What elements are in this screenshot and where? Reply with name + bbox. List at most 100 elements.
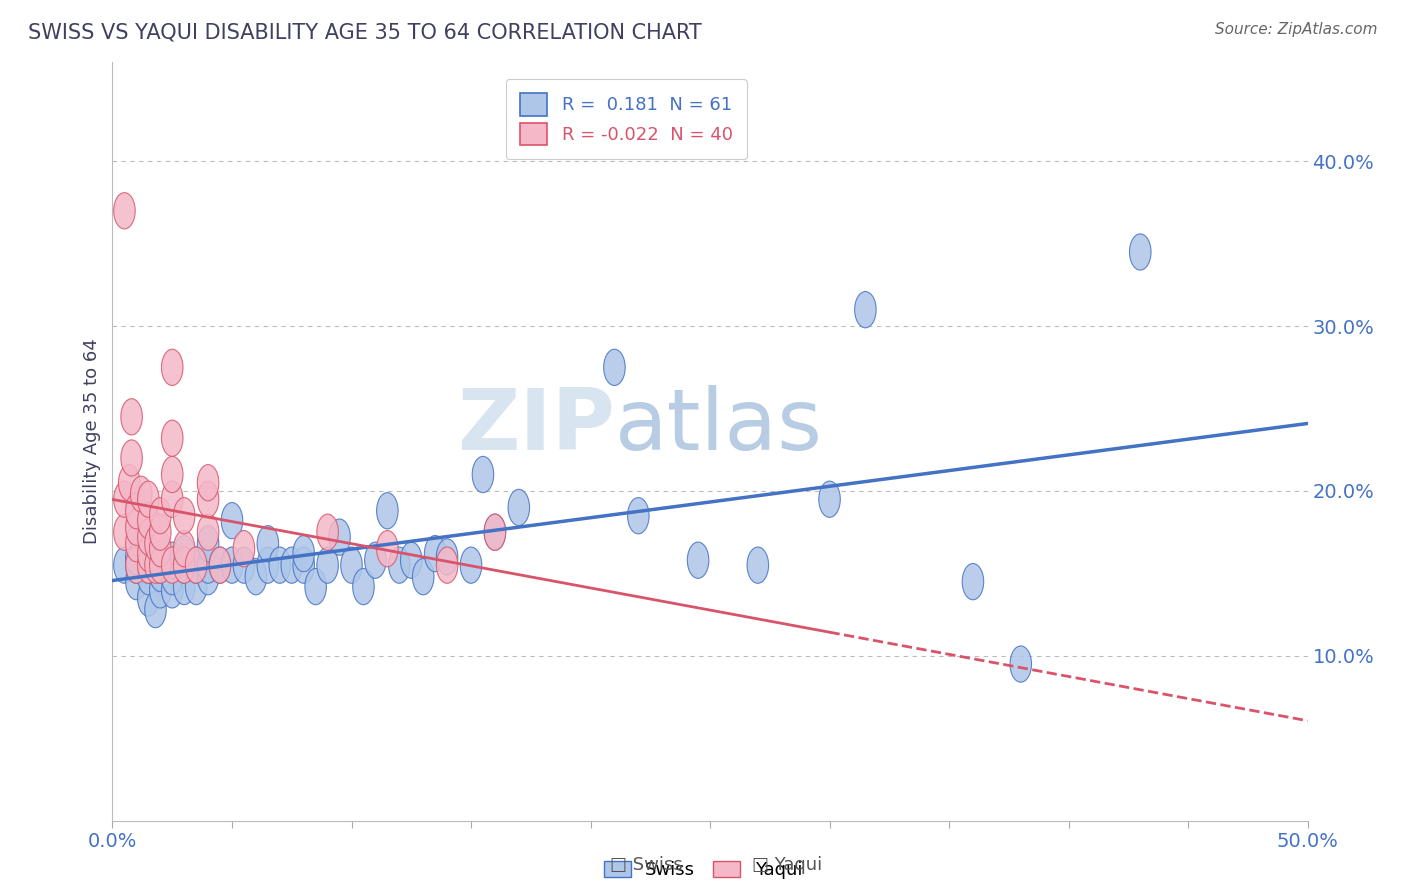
- Ellipse shape: [125, 525, 148, 562]
- Ellipse shape: [364, 542, 387, 578]
- Ellipse shape: [292, 535, 315, 572]
- Ellipse shape: [747, 547, 769, 583]
- Ellipse shape: [149, 539, 172, 575]
- Text: Source: ZipAtlas.com: Source: ZipAtlas.com: [1215, 22, 1378, 37]
- Ellipse shape: [316, 514, 339, 550]
- Ellipse shape: [173, 531, 195, 566]
- Ellipse shape: [257, 547, 278, 583]
- Ellipse shape: [627, 498, 650, 533]
- Ellipse shape: [173, 547, 195, 583]
- Ellipse shape: [197, 558, 219, 595]
- Ellipse shape: [603, 350, 626, 385]
- Ellipse shape: [162, 481, 183, 517]
- Ellipse shape: [138, 502, 159, 539]
- Ellipse shape: [221, 502, 243, 539]
- Ellipse shape: [305, 568, 326, 605]
- Ellipse shape: [125, 564, 148, 599]
- Ellipse shape: [125, 547, 148, 583]
- Ellipse shape: [125, 539, 148, 575]
- Ellipse shape: [114, 193, 135, 229]
- Ellipse shape: [281, 547, 302, 583]
- Ellipse shape: [162, 542, 183, 578]
- Ellipse shape: [209, 547, 231, 583]
- Ellipse shape: [138, 481, 159, 517]
- Ellipse shape: [145, 525, 166, 562]
- Ellipse shape: [197, 481, 219, 517]
- Ellipse shape: [173, 568, 195, 605]
- Ellipse shape: [149, 547, 172, 583]
- Ellipse shape: [114, 481, 135, 517]
- Ellipse shape: [125, 509, 148, 545]
- Ellipse shape: [138, 535, 159, 572]
- Ellipse shape: [377, 492, 398, 529]
- Ellipse shape: [149, 531, 172, 566]
- Ellipse shape: [118, 465, 141, 501]
- Ellipse shape: [173, 498, 195, 533]
- Ellipse shape: [316, 547, 339, 583]
- Ellipse shape: [508, 490, 530, 525]
- Ellipse shape: [197, 547, 219, 583]
- Ellipse shape: [197, 465, 219, 501]
- Ellipse shape: [186, 547, 207, 583]
- Legend: Swiss, Yaqui: Swiss, Yaqui: [596, 854, 810, 886]
- Ellipse shape: [131, 476, 152, 512]
- Ellipse shape: [121, 399, 142, 435]
- Ellipse shape: [138, 580, 159, 616]
- Ellipse shape: [1010, 646, 1032, 682]
- Ellipse shape: [131, 523, 152, 558]
- Ellipse shape: [114, 547, 135, 583]
- Ellipse shape: [472, 457, 494, 492]
- Ellipse shape: [138, 547, 159, 583]
- Ellipse shape: [377, 531, 398, 566]
- Ellipse shape: [425, 535, 446, 572]
- Ellipse shape: [173, 547, 195, 583]
- Ellipse shape: [388, 547, 411, 583]
- Ellipse shape: [121, 440, 142, 476]
- Ellipse shape: [138, 558, 159, 595]
- Ellipse shape: [162, 420, 183, 457]
- Ellipse shape: [436, 539, 458, 575]
- Ellipse shape: [269, 547, 291, 583]
- Ellipse shape: [162, 350, 183, 385]
- Ellipse shape: [340, 547, 363, 583]
- Ellipse shape: [484, 514, 506, 550]
- Ellipse shape: [436, 547, 458, 583]
- Text: □ Swiss: □ Swiss: [610, 856, 683, 874]
- Ellipse shape: [145, 591, 166, 628]
- Text: ZIP: ZIP: [457, 384, 614, 468]
- Ellipse shape: [197, 514, 219, 550]
- Ellipse shape: [145, 547, 166, 583]
- Ellipse shape: [233, 547, 254, 583]
- Ellipse shape: [114, 514, 135, 550]
- Ellipse shape: [138, 547, 159, 583]
- Ellipse shape: [1129, 234, 1152, 270]
- Ellipse shape: [688, 542, 709, 578]
- Text: atlas: atlas: [614, 384, 823, 468]
- Ellipse shape: [197, 525, 219, 562]
- Ellipse shape: [162, 547, 183, 583]
- Ellipse shape: [149, 514, 172, 550]
- Ellipse shape: [162, 558, 183, 595]
- Ellipse shape: [149, 498, 172, 533]
- Ellipse shape: [149, 547, 172, 583]
- Legend: R =  0.181  N = 61, R = -0.022  N = 40: R = 0.181 N = 61, R = -0.022 N = 40: [506, 79, 747, 159]
- Ellipse shape: [484, 514, 506, 550]
- Ellipse shape: [233, 531, 254, 566]
- Ellipse shape: [329, 519, 350, 555]
- Ellipse shape: [186, 568, 207, 605]
- Ellipse shape: [138, 535, 159, 572]
- Ellipse shape: [292, 547, 315, 583]
- Text: □ Yaqui: □ Yaqui: [752, 856, 823, 874]
- Ellipse shape: [401, 542, 422, 578]
- Ellipse shape: [353, 568, 374, 605]
- Ellipse shape: [855, 292, 876, 327]
- Ellipse shape: [460, 547, 482, 583]
- Ellipse shape: [209, 547, 231, 583]
- Ellipse shape: [257, 525, 278, 562]
- Ellipse shape: [125, 492, 148, 529]
- Ellipse shape: [412, 558, 434, 595]
- Ellipse shape: [125, 547, 148, 583]
- Ellipse shape: [962, 564, 984, 599]
- Ellipse shape: [138, 519, 159, 555]
- Ellipse shape: [186, 547, 207, 583]
